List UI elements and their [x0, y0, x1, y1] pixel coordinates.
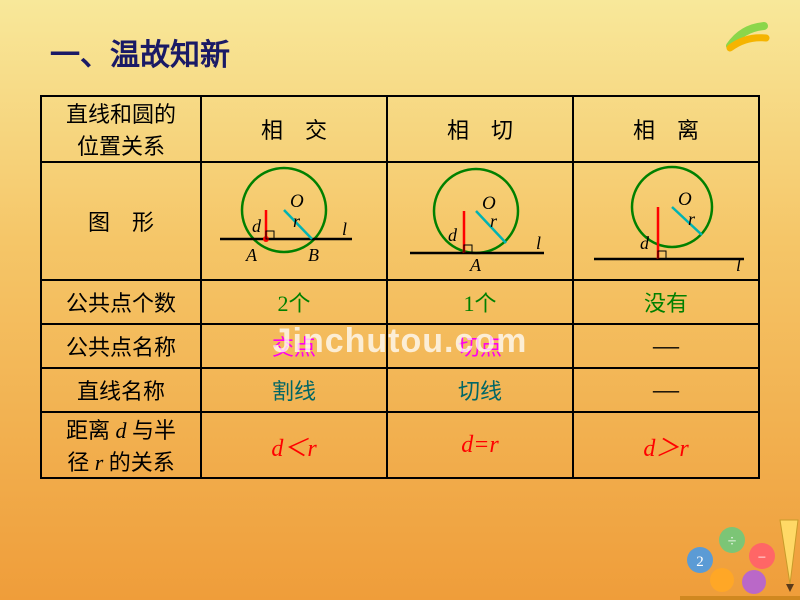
hdr-intersect: 相 交 [201, 96, 387, 162]
cp-separate: 没有 [573, 280, 759, 324]
svg-text:r: r [688, 209, 696, 229]
pn-intersect: 交点 [201, 324, 387, 368]
svg-text:O: O [290, 191, 304, 212]
hdr-relation: 直线和圆的 位置关系 [41, 96, 201, 162]
svg-text:2: 2 [696, 554, 704, 570]
svg-text:d: d [252, 216, 262, 236]
ln-intersect: 割线 [201, 368, 387, 412]
cp-intersect: 2个 [201, 280, 387, 324]
hdr-common-points: 公共点个数 [41, 280, 201, 324]
svg-text:d: d [640, 233, 650, 253]
section-title: 一、温故知新 [50, 30, 230, 74]
svg-text:A: A [245, 245, 258, 265]
pn-tangent: 切点 [387, 324, 573, 368]
fig-separate: O r d l [573, 162, 759, 280]
hdr-tangent: 相 切 [387, 96, 573, 162]
ln-separate: — [573, 368, 759, 412]
hdr-dist-rel: 距离 d 与半径 r 的关系 [41, 412, 201, 478]
dr-separate: d＞r [573, 412, 759, 478]
svg-text:r: r [490, 211, 498, 231]
hdr-point-name: 公共点名称 [41, 324, 201, 368]
pn-separate: — [573, 324, 759, 368]
svg-text:d: d [448, 225, 458, 245]
svg-text:r: r [293, 211, 301, 231]
svg-text:l: l [342, 219, 347, 239]
svg-text:B: B [308, 245, 319, 265]
fig-tangent: O r d l A [387, 162, 573, 280]
relation-table: 直线和圆的 位置关系 相 交 相 切 相 离 图 形 O r d l A B [40, 95, 760, 479]
fig-intersect: O r d l A B [201, 162, 387, 280]
ribbon-icon [724, 18, 772, 54]
dr-intersect: d＜r [201, 412, 387, 478]
svg-text:l: l [736, 255, 741, 275]
doodle-icon: 2 ÷ − [650, 490, 800, 600]
hdr-line-name: 直线名称 [41, 368, 201, 412]
hdr-figure: 图 形 [41, 162, 201, 280]
svg-text:O: O [678, 189, 692, 210]
svg-text:A: A [469, 255, 482, 275]
dr-tangent: d=r [387, 412, 573, 478]
ln-tangent: 切线 [387, 368, 573, 412]
svg-text:−: − [758, 550, 766, 566]
svg-text:÷: ÷ [728, 533, 737, 550]
cp-tangent: 1个 [387, 280, 573, 324]
hdr-separate: 相 离 [573, 96, 759, 162]
svg-text:l: l [536, 233, 541, 253]
